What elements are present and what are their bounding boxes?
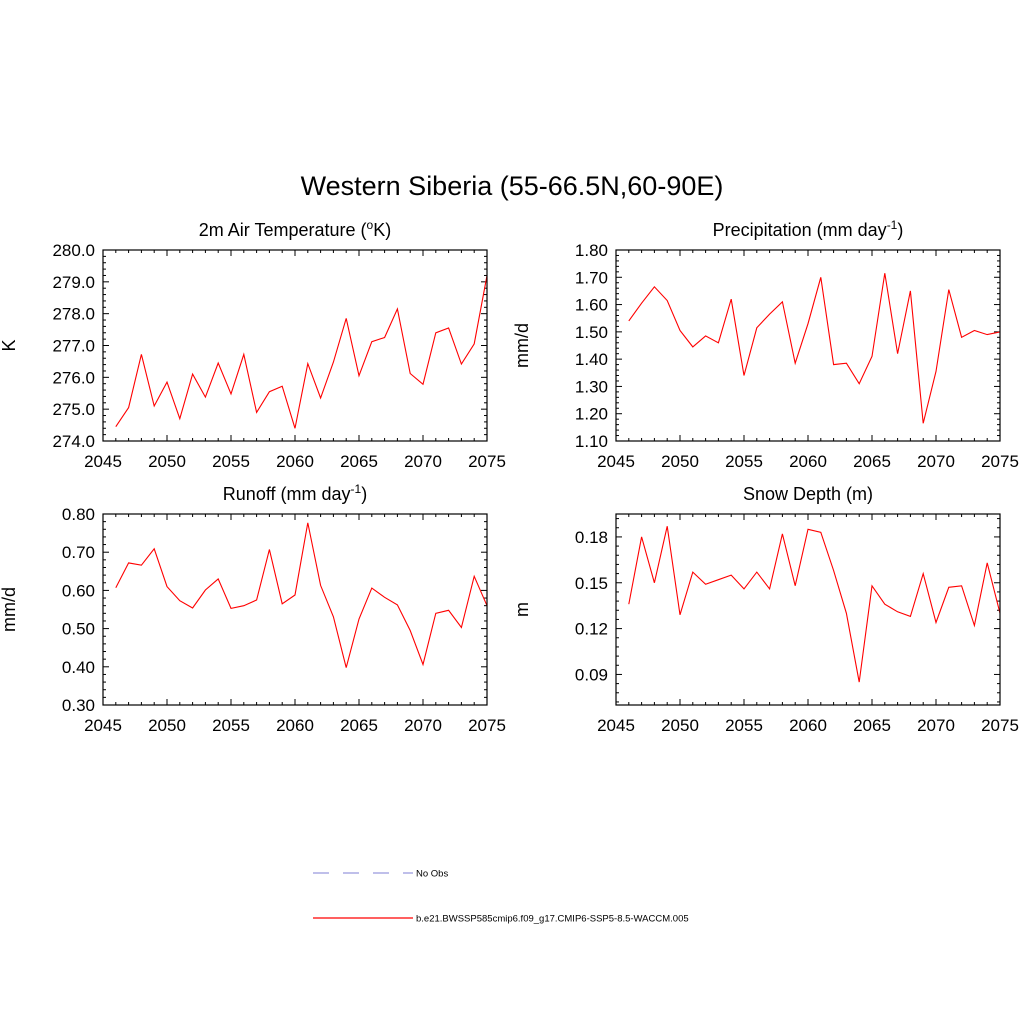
series-line-runoff xyxy=(115,522,488,668)
y-tick-label: 1.60 xyxy=(575,296,608,315)
x-tick-label: 2065 xyxy=(340,716,378,735)
y-tick-label: 274.0 xyxy=(52,432,95,451)
x-tick-label: 2050 xyxy=(148,716,186,735)
plot-frame-runoff xyxy=(102,513,488,706)
panel-title-superscript: -1 xyxy=(351,482,362,496)
figure-title: Western Siberia (55-66.5N,60-90E) xyxy=(301,171,724,201)
x-tick-label: 2045 xyxy=(597,452,635,471)
y-tick-label: 0.50 xyxy=(62,620,95,639)
y-tick-label: 0.15 xyxy=(575,574,608,593)
legend-label-no-obs: No Obs xyxy=(416,869,448,880)
x-tick-label: 2065 xyxy=(340,452,378,471)
y-tick-label: 0.09 xyxy=(575,665,608,684)
x-tick-label: 2055 xyxy=(725,452,763,471)
x-tick-label: 2050 xyxy=(661,452,699,471)
x-tick-label: 2045 xyxy=(84,716,122,735)
x-tick-label: 2070 xyxy=(917,452,955,471)
y-tick-label: 1.80 xyxy=(575,241,608,260)
x-tick-label: 2060 xyxy=(276,452,314,471)
y-tick-label: 1.50 xyxy=(575,323,608,342)
plot-frame-air-temperature xyxy=(102,249,488,442)
legend-label-waccm: b.e21.BWSSP585cmip6.f09_g17.CMIP6-SSP5-8… xyxy=(416,914,689,925)
legend: No Obs b.e21.BWSSP585cmip6.f09_g17.CMIP6… xyxy=(313,869,689,925)
x-tick-label: 2065 xyxy=(853,452,891,471)
chart-panel-runoff: Runoff (mm day-1) mm/d 2045 2050 2055 2060 206… xyxy=(0,482,506,735)
y-tick-label: 0.70 xyxy=(62,543,95,562)
x-tick-label: 2065 xyxy=(853,716,891,735)
panel-title-superscript: -1 xyxy=(887,218,898,232)
y-tick-label: 1.10 xyxy=(575,432,608,451)
panels: 2m Air Temperature (oK) K 2045 2050 2055 2060… xyxy=(0,218,1019,735)
x-tick-label: 2060 xyxy=(789,716,827,735)
chart-panel-precipitation: Precipitation (mm day-1) mm/d 2045 2050 2055… xyxy=(512,218,1019,471)
x-tick-label: 2075 xyxy=(981,452,1019,471)
panel-title-precipitation: Precipitation (mm day-1) xyxy=(713,218,904,240)
x-tick-label: 2050 xyxy=(661,716,699,735)
y-tick-label: 0.60 xyxy=(62,581,95,600)
x-tick-label: 2070 xyxy=(404,452,442,471)
x-tick-label: 2075 xyxy=(981,716,1019,735)
chart-panel-snow-depth: Snow Depth (m) m 2045 2050 2055 2060 2065 2070 2… xyxy=(512,484,1019,735)
x-tick-label: 2050 xyxy=(148,452,186,471)
y-tick-label: 276.0 xyxy=(52,368,95,387)
x-tick-label: 2060 xyxy=(789,452,827,471)
chart-panel-air-temperature: 2m Air Temperature (oK) K 2045 2050 2055 2060… xyxy=(0,218,506,471)
x-tick-label: 2075 xyxy=(468,452,506,471)
y-tick-label: 1.40 xyxy=(575,350,608,369)
plot-frame-precipitation xyxy=(615,249,1001,442)
series-line-precipitation xyxy=(628,273,1001,424)
y-tick-label: 0.80 xyxy=(62,505,95,524)
x-tick-label: 2070 xyxy=(404,716,442,735)
y-axis-label-air-temperature: K xyxy=(0,339,19,351)
x-tick-label: 2045 xyxy=(84,452,122,471)
x-tick-label: 2055 xyxy=(212,452,250,471)
y-tick-label: 1.30 xyxy=(575,377,608,396)
y-axis-label-snow-depth: m xyxy=(512,602,532,617)
series-line-air-temperature xyxy=(115,275,488,429)
panel-title-air-temperature: 2m Air Temperature (oK) xyxy=(199,218,391,240)
y-tick-label: 0.40 xyxy=(62,658,95,677)
y-tick-label: 279.0 xyxy=(52,273,95,292)
y-tick-label: 280.0 xyxy=(52,241,95,260)
panel-title-snow-depth: Snow Depth (m) xyxy=(743,484,873,504)
series-line-snow-depth xyxy=(628,526,1001,683)
y-tick-label: 277.0 xyxy=(52,337,95,356)
y-axis-label-runoff: mm/d xyxy=(0,587,19,632)
plot-frame-snow-depth xyxy=(615,513,1001,706)
y-tick-label: 278.0 xyxy=(52,305,95,324)
y-tick-label: 0.12 xyxy=(575,620,608,639)
y-tick-label: 1.70 xyxy=(575,268,608,287)
x-tick-label: 2070 xyxy=(917,716,955,735)
y-tick-label: 0.30 xyxy=(62,696,95,715)
x-tick-label: 2045 xyxy=(597,716,635,735)
x-tick-label: 2075 xyxy=(468,716,506,735)
y-tick-label: 275.0 xyxy=(52,400,95,419)
y-axis-label-precipitation: mm/d xyxy=(512,323,532,368)
panel-title-superscript: o xyxy=(367,218,374,232)
y-tick-label: 1.20 xyxy=(575,405,608,424)
x-tick-label: 2060 xyxy=(276,716,314,735)
x-tick-label: 2055 xyxy=(725,716,763,735)
y-tick-label: 0.18 xyxy=(575,528,608,547)
panel-title-runoff: Runoff (mm day-1) xyxy=(223,482,367,504)
x-tick-label: 2055 xyxy=(212,716,250,735)
